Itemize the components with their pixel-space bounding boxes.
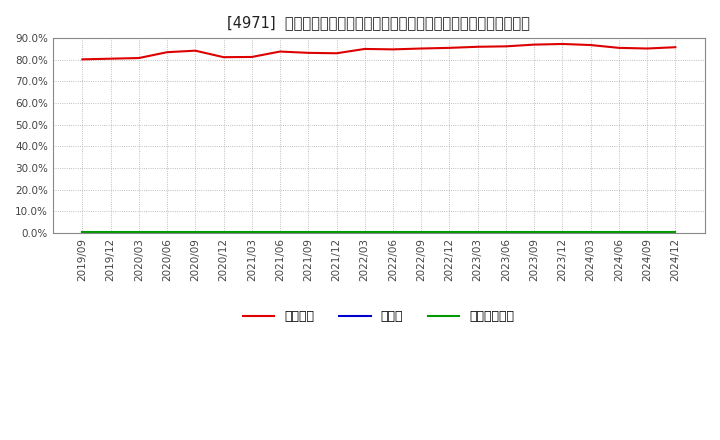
- 自己資本: [530, 42, 539, 47]
- 繰延税金資産: [191, 230, 199, 235]
- Line: 自己資本: 自己資本: [82, 44, 675, 59]
- 繰延税金資産: [389, 230, 397, 235]
- 自己資本: [389, 47, 397, 52]
- 繰延税金資産: [530, 230, 539, 235]
- 繰延税金資産: [502, 230, 510, 235]
- 繰延税金資産: [332, 230, 341, 235]
- のれん: [445, 230, 454, 235]
- 繰延税金資産: [304, 230, 312, 235]
- 繰延税金資産: [558, 230, 567, 235]
- 自己資本: [191, 48, 199, 53]
- 自己資本: [332, 51, 341, 56]
- 繰延税金資産: [276, 230, 284, 235]
- 自己資本: [643, 46, 652, 51]
- のれん: [643, 230, 652, 235]
- のれん: [586, 230, 595, 235]
- 自己資本: [671, 44, 680, 50]
- 繰延税金資産: [643, 230, 652, 235]
- のれん: [502, 230, 510, 235]
- 自己資本: [220, 55, 228, 60]
- のれん: [361, 230, 369, 235]
- のれん: [276, 230, 284, 235]
- のれん: [107, 230, 115, 235]
- のれん: [332, 230, 341, 235]
- Legend: 自己資本, のれん, 繰延税金資産: 自己資本, のれん, 繰延税金資産: [238, 305, 520, 328]
- のれん: [78, 230, 86, 235]
- 繰延税金資産: [615, 230, 624, 235]
- のれん: [530, 230, 539, 235]
- 自己資本: [558, 41, 567, 47]
- 繰延税金資産: [671, 230, 680, 235]
- 自己資本: [248, 54, 256, 59]
- 自己資本: [78, 57, 86, 62]
- 繰延税金資産: [417, 230, 426, 235]
- 自己資本: [502, 44, 510, 49]
- のれん: [304, 230, 312, 235]
- 自己資本: [361, 46, 369, 51]
- Title: [4971]  自己資本、のれん、繰延税金資産の総資産に対する比率の推移: [4971] 自己資本、のれん、繰延税金資産の総資産に対する比率の推移: [228, 15, 531, 30]
- 自己資本: [304, 50, 312, 55]
- のれん: [389, 230, 397, 235]
- のれん: [473, 230, 482, 235]
- 自己資本: [135, 55, 143, 61]
- 繰延税金資産: [361, 230, 369, 235]
- 自己資本: [473, 44, 482, 49]
- 繰延税金資産: [248, 230, 256, 235]
- のれん: [163, 230, 171, 235]
- 繰延税金資産: [135, 230, 143, 235]
- 自己資本: [163, 50, 171, 55]
- 繰延税金資産: [220, 230, 228, 235]
- 繰延税金資産: [445, 230, 454, 235]
- 繰延税金資産: [163, 230, 171, 235]
- 自己資本: [586, 42, 595, 48]
- のれん: [671, 230, 680, 235]
- 繰延税金資産: [586, 230, 595, 235]
- 自己資本: [445, 45, 454, 51]
- 自己資本: [107, 56, 115, 61]
- 自己資本: [417, 46, 426, 51]
- 繰延税金資産: [78, 230, 86, 235]
- のれん: [417, 230, 426, 235]
- のれん: [615, 230, 624, 235]
- のれん: [558, 230, 567, 235]
- 自己資本: [615, 45, 624, 51]
- のれん: [135, 230, 143, 235]
- 自己資本: [276, 49, 284, 54]
- のれん: [248, 230, 256, 235]
- 繰延税金資産: [107, 230, 115, 235]
- 繰延税金資産: [473, 230, 482, 235]
- のれん: [191, 230, 199, 235]
- のれん: [220, 230, 228, 235]
